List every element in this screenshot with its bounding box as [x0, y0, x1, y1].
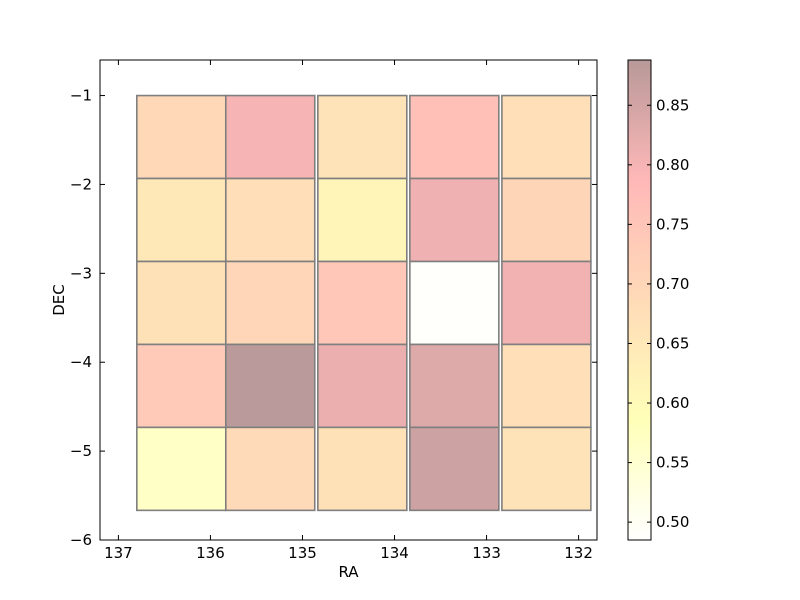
heatmap-cell	[224, 343, 316, 429]
heatmap-cell	[224, 260, 316, 346]
x-tick-label: 136	[196, 544, 225, 562]
colorbar-tick-label: 0.80	[656, 156, 689, 174]
heatmap-cell	[317, 426, 408, 512]
colorbar-tick-label: 0.85	[656, 96, 689, 114]
heatmap-cell	[224, 426, 316, 512]
heatmap-cells	[136, 94, 592, 512]
heatmap-cell	[501, 177, 592, 263]
heatmap-cell	[136, 177, 227, 263]
colorbar-tick-label: 0.75	[656, 215, 689, 233]
colorbar: 0.50 0.55 0.60 0.65 0.70 0.75 0.80 0.85	[627, 59, 689, 541]
y-axis: −1 −2 −3 −4 −5 −6	[70, 87, 597, 549]
heatmap-cell	[136, 260, 227, 346]
plot-frame	[99, 59, 598, 541]
heatmap-cell	[224, 94, 316, 180]
colorbar-gradient	[628, 60, 651, 540]
heatmap-cell	[136, 343, 227, 429]
colorbar-tick-label: 0.50	[656, 513, 689, 531]
y-tick-label: −6	[70, 531, 92, 549]
colorbar-tick-label: 0.60	[656, 394, 689, 412]
heatmap-cell	[501, 426, 592, 512]
heatmap-cell	[409, 426, 500, 512]
heatmap-cell	[501, 343, 592, 429]
y-tick-label: −5	[70, 442, 92, 460]
heatmap-cell	[409, 177, 500, 263]
colorbar-tick-label: 0.70	[656, 275, 689, 293]
y-axis-label: DEC	[50, 284, 68, 316]
heatmap-cell	[136, 94, 227, 180]
x-tick-label: 135	[288, 544, 317, 562]
colorbar-tick-label: 0.55	[656, 454, 689, 472]
heatmap-cell	[136, 426, 227, 512]
heatmap-cell	[317, 343, 408, 429]
x-tick-label: 137	[104, 544, 133, 562]
x-tick-label: 134	[380, 544, 409, 562]
x-tick-label: 132	[564, 544, 593, 562]
colorbar-tick-label: 0.65	[656, 334, 689, 352]
heatmap-cell	[409, 94, 500, 180]
heatmap-cell	[317, 260, 408, 346]
heatmap-cell	[224, 177, 316, 263]
y-tick-label: −4	[70, 353, 92, 371]
y-tick-label: −2	[70, 175, 92, 193]
heatmap-cell	[409, 343, 500, 429]
heatmap-cell	[501, 260, 592, 346]
y-tick-label: −1	[70, 87, 92, 105]
x-axis-label: RA	[338, 563, 359, 581]
heatmap-cell	[317, 177, 408, 263]
heatmap-cell	[317, 94, 408, 180]
y-tick-label: −3	[70, 264, 92, 282]
heatmap-cell	[501, 94, 592, 180]
x-axis: 137 136 135 134 133 132	[104, 60, 593, 562]
x-tick-label: 133	[472, 544, 501, 562]
colorbar-frame	[627, 59, 652, 541]
heatmap-cell	[409, 260, 500, 346]
